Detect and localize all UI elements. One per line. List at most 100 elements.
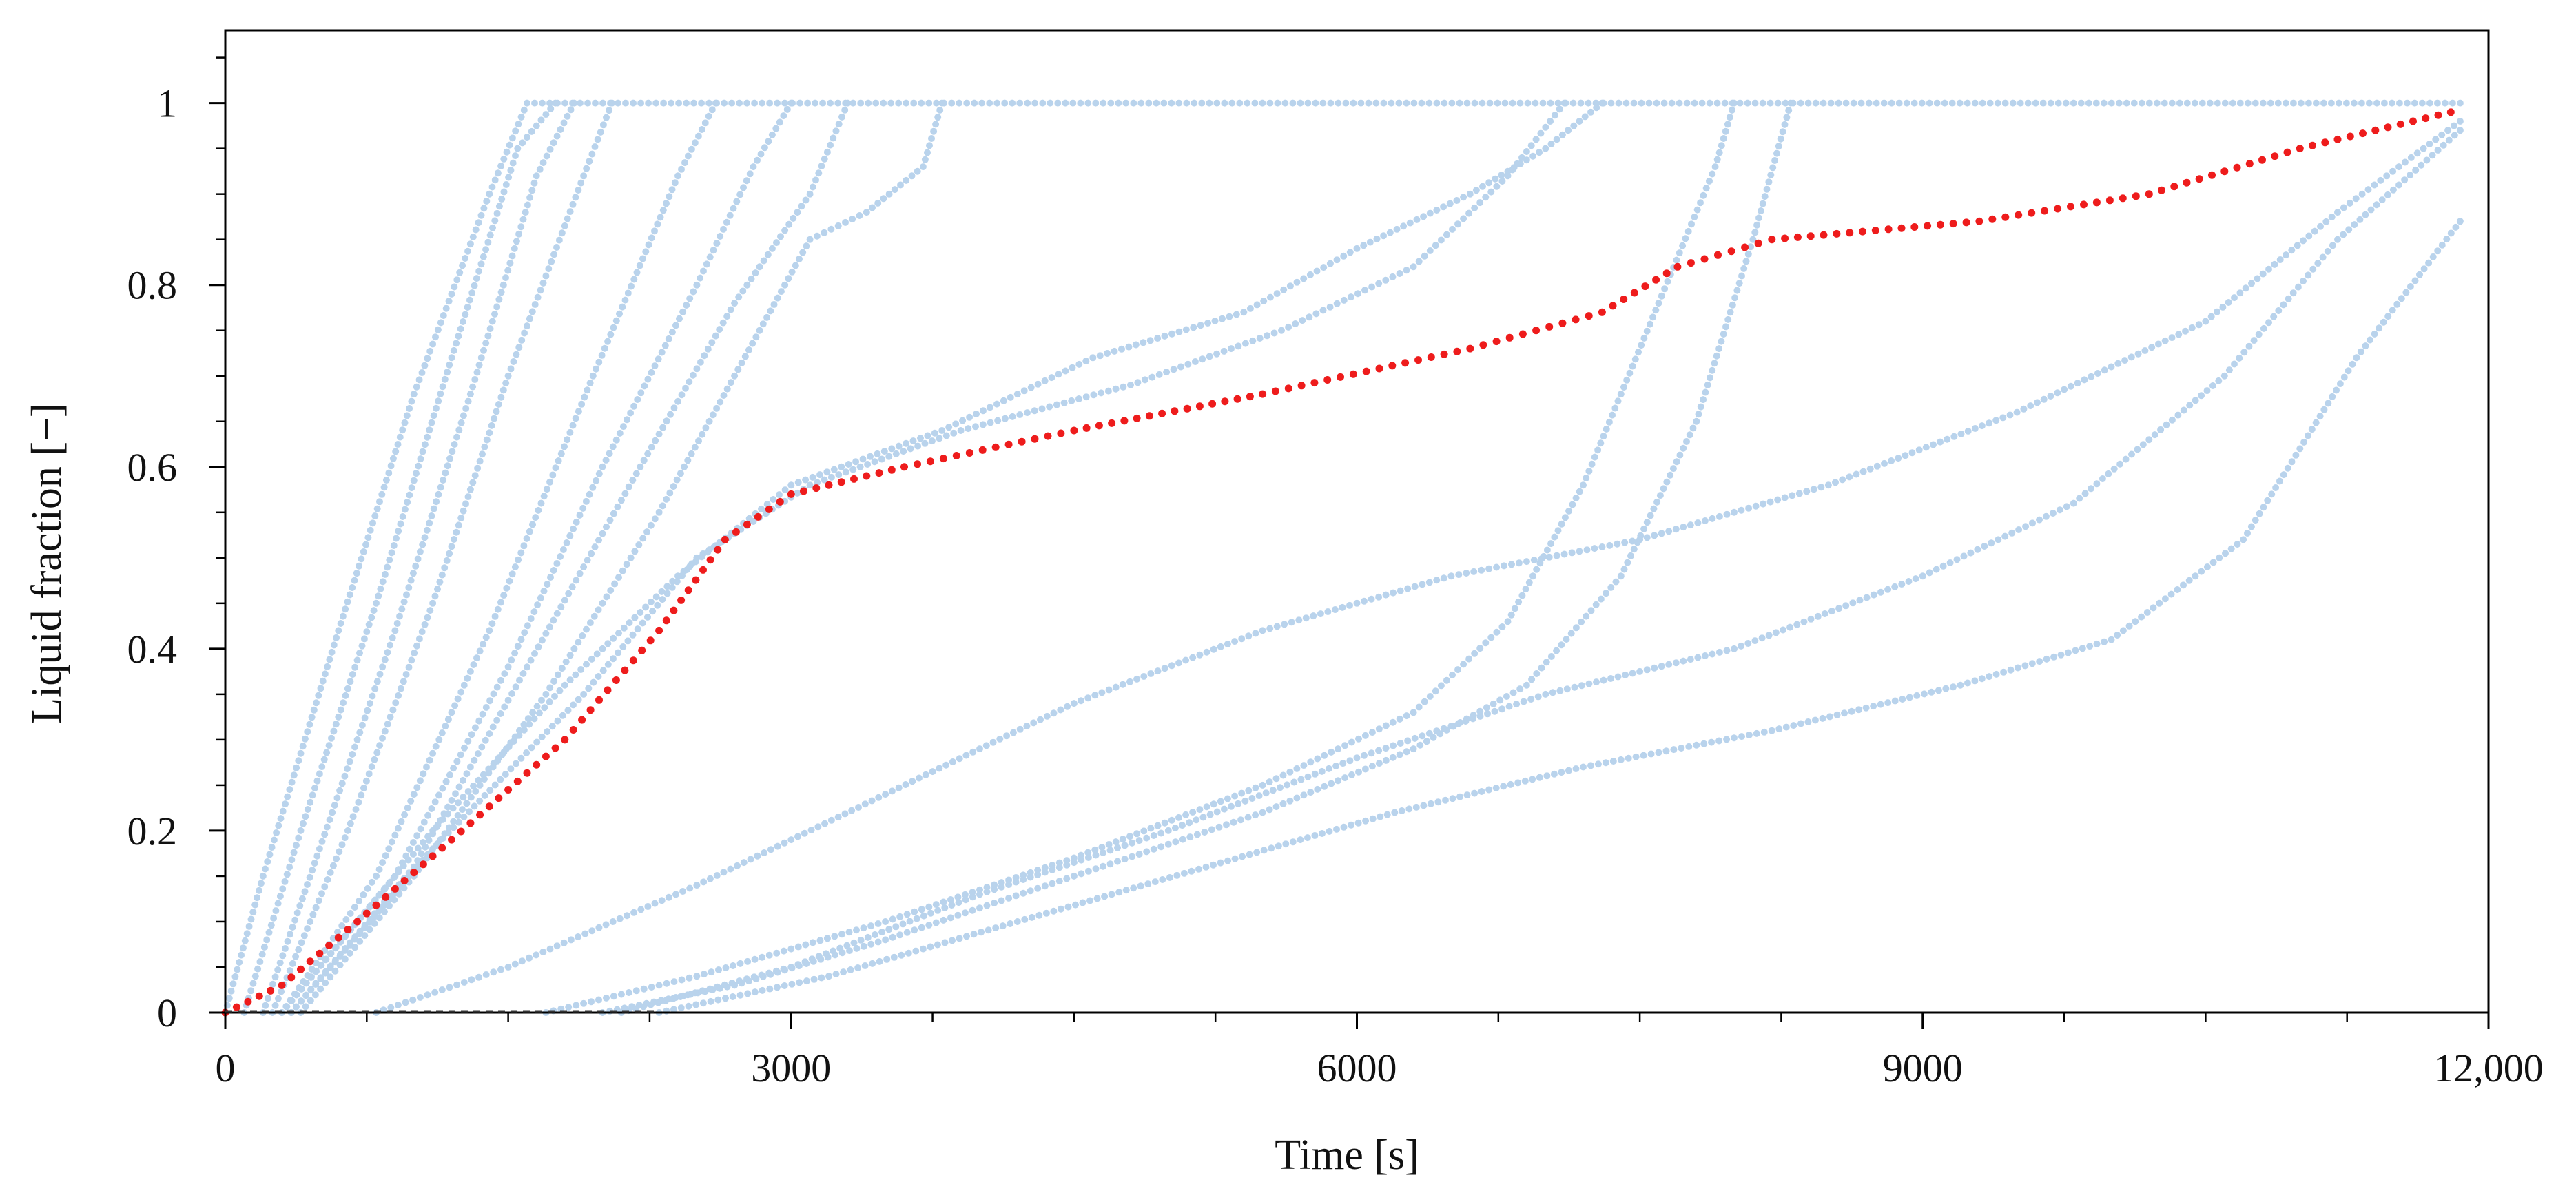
series-1-point-293 (1782, 99, 1789, 107)
series-11-point-90 (996, 735, 1004, 743)
series-14-point-201 (2049, 510, 2057, 517)
series-15-point-54 (1050, 907, 1058, 915)
series-9-point-209 (1553, 136, 1560, 143)
highlight-point-117 (1505, 333, 1514, 342)
series-2-point-63 (386, 556, 393, 563)
highlight-point-47 (662, 616, 670, 625)
highlight-point-86 (1108, 419, 1116, 427)
series-2-point-49 (353, 656, 361, 664)
series-10-point-16 (366, 918, 373, 926)
series-9-point-26 (404, 856, 412, 864)
highlight-point-44 (638, 646, 646, 654)
highlight-point-31 (523, 769, 531, 777)
highlight-point-57 (743, 520, 751, 528)
series-14-point-194 (2001, 532, 2009, 540)
highlight-point-88 (1133, 414, 1141, 422)
series-10-point-97 (794, 489, 801, 497)
series-14-point-57 (1027, 873, 1034, 881)
series-9-point-163 (1253, 301, 1261, 309)
series-11-point-143 (1368, 595, 1375, 603)
series-13-point-140 (1572, 624, 1580, 632)
series-10-point-49 (533, 738, 541, 746)
series-4-point-2 (274, 995, 282, 1002)
series-14-point-244 (2289, 289, 2297, 297)
series-11-point-18 (504, 964, 512, 971)
series-7-point-125 (794, 209, 801, 216)
series-8-point-72 (619, 567, 626, 574)
series-12-point-8 (603, 994, 610, 1002)
series-13-point-48 (947, 914, 954, 922)
series-14-point-238 (2260, 324, 2267, 332)
series-8-point-84 (666, 489, 674, 497)
series-11-point-21 (526, 954, 533, 962)
series-12-point-163 (1591, 453, 1598, 461)
series-2-point-114 (500, 188, 508, 196)
series-10-point-124 (987, 419, 994, 426)
highlight-point-113 (1453, 347, 1461, 355)
series-11-point-22 (533, 951, 540, 959)
series-14-point-195 (2008, 529, 2016, 537)
series-15-point-170 (1899, 696, 1906, 703)
series-1-point-126 (520, 106, 528, 114)
highlight-point-32 (533, 760, 541, 769)
series-14-point-127 (1527, 696, 1535, 703)
series-3-point-90 (475, 361, 483, 369)
series-1-point-175 (887, 99, 895, 107)
series-9-point-18 (366, 903, 373, 911)
highlight-point-71 (914, 460, 921, 468)
highlight-point-126 (1620, 296, 1628, 303)
series-1-point-172 (865, 99, 872, 107)
highlight-point-96 (1233, 395, 1241, 403)
series-14-point-84 (1220, 805, 1228, 813)
series-10-point-150 (1177, 363, 1184, 371)
series-1-point-240 (1380, 99, 1388, 107)
series-7-point-69 (576, 570, 584, 577)
series-1-point-254 (1486, 99, 1494, 107)
series-3-point-107 (513, 238, 520, 245)
series-14-point-106 (1375, 747, 1383, 754)
series-11-point-170 (1568, 549, 1576, 557)
series-13-point-36 (860, 942, 867, 950)
series-12-point-113 (1355, 735, 1362, 743)
series-5-point-82 (555, 457, 562, 464)
series-1-point-194 (1031, 99, 1039, 107)
series-11-point-269 (2254, 275, 2261, 282)
series-8-point-126 (827, 225, 835, 233)
series-10-point-112 (900, 448, 907, 455)
series-9-point-134 (1048, 374, 1055, 382)
series-5-point-26 (385, 845, 393, 853)
series-1-point-29 (282, 800, 289, 808)
series-3-point-83 (460, 412, 467, 419)
series-2-point-106 (482, 246, 490, 253)
series-15-point-160 (1826, 713, 1833, 721)
series-3-point-43 (366, 700, 373, 707)
series-9-point-158 (1219, 315, 1226, 322)
series-1-point-27 (277, 815, 285, 822)
series-11-point-282 (2328, 214, 2336, 220)
series-3-point-28 (329, 809, 336, 816)
highlight-point-30 (513, 777, 522, 785)
series-15-point-129 (1594, 760, 1602, 768)
series-11-point-127 (1252, 630, 1259, 637)
series-12-point-167 (1603, 425, 1610, 433)
series-10-point-157 (1228, 345, 1235, 353)
series-4-point-60 (434, 586, 441, 593)
series-12-point-14 (648, 984, 655, 991)
x-tick-label: 6000 (1317, 1046, 1397, 1090)
series-15-point-253 (2371, 330, 2378, 338)
series-14-point-183 (1926, 569, 1933, 577)
series-14-point-196 (2015, 526, 2023, 533)
series-14-point-184 (1933, 566, 1940, 573)
series-12-point-13 (640, 985, 648, 993)
series-14-point-188 (1960, 552, 1968, 560)
series-4-point-21 (329, 862, 337, 869)
highlight-point-107 (1375, 364, 1383, 373)
series-10-point-1 (292, 1003, 300, 1011)
highlight-point-65 (837, 478, 845, 486)
series-6-point-129 (757, 150, 765, 158)
series-11-point-17 (497, 966, 504, 973)
highlight-point-3 (255, 992, 263, 1000)
series-8-point-119 (792, 262, 799, 269)
series-10-point-183 (1410, 263, 1417, 271)
series-6-point-124 (740, 184, 747, 191)
